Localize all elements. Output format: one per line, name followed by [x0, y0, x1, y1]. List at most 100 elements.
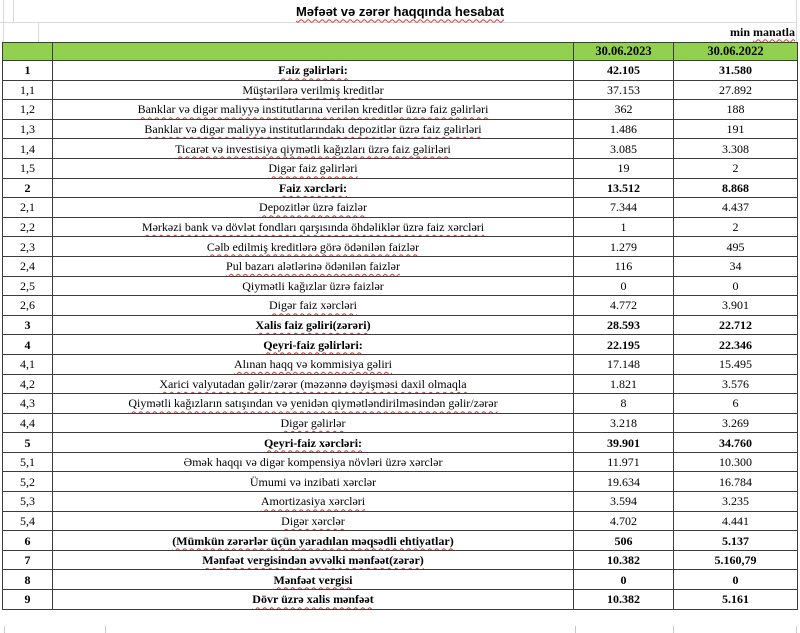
value-2022-cell[interactable]: 3.901 — [673, 295, 798, 316]
row-label-cell[interactable]: Digər xərclər — [52, 510, 574, 532]
header-cell-label[interactable] — [52, 42, 574, 61]
row-number-cell[interactable]: 2,3 — [2, 236, 53, 257]
row-label-cell[interactable]: Mərkəzi bank və dövlət fondları qarşısın… — [52, 216, 574, 238]
row-label-cell[interactable]: Mənfəət vergisindən əvvəlki mənfəət(zərə… — [52, 549, 574, 571]
row-label-cell[interactable]: Əmək haqqı və digər kompensiya növləri ü… — [52, 451, 574, 473]
value-2023-cell[interactable]: 0 — [573, 569, 674, 591]
row-number-cell[interactable]: 2,1 — [2, 197, 53, 218]
value-2023-cell[interactable]: 22.195 — [573, 334, 674, 355]
value-2022-cell[interactable]: 22.346 — [673, 334, 798, 355]
header-cell-date-2023[interactable]: 30.06.2023 — [573, 42, 674, 61]
row-label-cell[interactable]: Dövr üzrə xalis mənfəət — [52, 589, 574, 610]
row-label-cell[interactable]: Digər faiz gəlirləri — [52, 157, 574, 179]
row-label-cell[interactable]: Digər faiz xərcləri — [52, 295, 574, 316]
row-number-cell[interactable]: 5,2 — [2, 471, 53, 493]
row-label-cell[interactable]: Banklar və digər maliyyə institutlarında… — [52, 118, 574, 140]
row-number-cell[interactable]: 1,4 — [2, 138, 53, 159]
value-2023-cell[interactable]: 116 — [573, 255, 674, 277]
row-label-cell[interactable]: Faiz gəlirləri: — [52, 60, 574, 81]
row-number-cell[interactable]: 8 — [2, 569, 53, 591]
row-label-cell[interactable]: Mənfəət vergisi — [52, 569, 574, 591]
row-number-cell[interactable]: 1 — [2, 60, 53, 81]
row-number-cell[interactable]: 2,6 — [2, 295, 53, 316]
value-2022-cell[interactable]: 2 — [673, 157, 798, 179]
row-number-cell[interactable]: 5 — [2, 432, 53, 453]
row-label-cell[interactable]: Ticarət və investisiya qiymətli kağızlar… — [52, 138, 574, 159]
value-2022-cell[interactable]: 31.580 — [673, 60, 798, 81]
value-2023-cell[interactable]: 1 — [573, 216, 674, 238]
row-label-cell[interactable]: Amortizasiya xərcləri — [52, 491, 574, 512]
value-2023-cell[interactable]: 37.153 — [573, 79, 674, 101]
row-number-cell[interactable]: 4,1 — [2, 353, 53, 375]
value-2023-cell[interactable]: 8 — [573, 393, 674, 414]
row-number-cell[interactable]: 5,1 — [2, 451, 53, 473]
value-2022-cell[interactable]: 5.161 — [673, 589, 798, 610]
value-2022-cell[interactable]: 22.712 — [673, 314, 798, 336]
row-number-cell[interactable]: 2,2 — [2, 216, 53, 238]
row-label-cell[interactable]: Qeyri-faiz xərcləri: — [52, 432, 574, 453]
value-2023-cell[interactable]: 4.772 — [573, 295, 674, 316]
row-label-cell[interactable]: (Mümkün zərərlər üçün yaradılan məqsədli… — [52, 530, 574, 551]
row-number-cell[interactable]: 9 — [2, 589, 53, 610]
value-2023-cell[interactable]: 0 — [573, 275, 674, 297]
value-2022-cell[interactable]: 3.308 — [673, 138, 798, 159]
row-label-cell[interactable]: Faiz xərcləri: — [52, 177, 574, 199]
row-label-cell[interactable]: Xarici valyutadan gəlir/zərər (məzənnə d… — [52, 373, 574, 395]
row-number-cell[interactable]: 2,5 — [2, 275, 53, 297]
row-label-cell[interactable]: Cəlb edilmiş kreditlərə görə ödənilən fa… — [52, 236, 574, 257]
row-label-cell[interactable]: Xalis faiz gəliri(zərəri) — [52, 314, 574, 336]
value-2022-cell[interactable]: 34.760 — [673, 432, 798, 453]
row-label-cell[interactable]: Digər gəlirlər — [52, 412, 574, 434]
value-2023-cell[interactable]: 506 — [573, 530, 674, 551]
value-2023-cell[interactable]: 3.218 — [573, 412, 674, 434]
value-2022-cell[interactable]: 3.269 — [673, 412, 798, 434]
value-2022-cell[interactable]: 5.160,79 — [673, 549, 798, 571]
row-number-cell[interactable]: 4,2 — [2, 373, 53, 395]
row-label-cell[interactable]: Alınan haqq və kommisiya gəliri — [52, 353, 574, 375]
row-number-cell[interactable]: 6 — [2, 530, 53, 551]
value-2023-cell[interactable]: 39.901 — [573, 432, 674, 453]
row-number-cell[interactable]: 1,1 — [2, 79, 53, 101]
row-number-cell[interactable]: 7 — [2, 549, 53, 571]
value-2022-cell[interactable]: 4.441 — [673, 510, 798, 532]
value-2023-cell[interactable]: 3.085 — [573, 138, 674, 159]
value-2023-cell[interactable]: 42.105 — [573, 60, 674, 81]
row-label-cell[interactable]: Müştərilərə verilmiş kreditlər — [52, 79, 574, 101]
header-cell-date-2022[interactable]: 30.06.2022 — [673, 42, 798, 61]
row-label-cell[interactable]: Pul bazarı alətlərinə ödənilən faizlər — [52, 255, 574, 277]
value-2023-cell[interactable]: 13.512 — [573, 177, 674, 199]
value-2023-cell[interactable]: 7.344 — [573, 197, 674, 218]
value-2022-cell[interactable]: 2 — [673, 216, 798, 238]
row-number-cell[interactable]: 4 — [2, 334, 53, 355]
value-2023-cell[interactable]: 11.971 — [573, 451, 674, 473]
value-2023-cell[interactable]: 4.702 — [573, 510, 674, 532]
row-number-cell[interactable]: 4,4 — [2, 412, 53, 434]
row-number-cell[interactable]: 1,5 — [2, 157, 53, 179]
row-label-cell[interactable]: Banklar və digər maliyyə institutlarına … — [52, 99, 574, 120]
value-2022-cell[interactable]: 10.300 — [673, 451, 798, 473]
value-2023-cell[interactable]: 19 — [573, 157, 674, 179]
row-label-cell[interactable]: Qeyri-faiz gəlirləri: — [52, 334, 574, 355]
value-2022-cell[interactable]: 6 — [673, 393, 798, 414]
row-number-cell[interactable]: 5,4 — [2, 510, 53, 532]
value-2022-cell[interactable]: 3.235 — [673, 491, 798, 512]
value-2022-cell[interactable]: 27.892 — [673, 79, 798, 101]
row-number-cell[interactable]: 2,4 — [2, 255, 53, 277]
value-2022-cell[interactable]: 191 — [673, 118, 798, 140]
row-number-cell[interactable]: 5,3 — [2, 491, 53, 512]
value-2022-cell[interactable]: 8.868 — [673, 177, 798, 199]
value-2022-cell[interactable]: 5.137 — [673, 530, 798, 551]
value-2022-cell[interactable]: 0 — [673, 275, 798, 297]
value-2022-cell[interactable]: 4.437 — [673, 197, 798, 218]
row-label-cell[interactable]: Depozitlər üzrə faizlər — [52, 197, 574, 218]
value-2022-cell[interactable]: 188 — [673, 99, 798, 120]
row-number-cell[interactable]: 2 — [2, 177, 53, 199]
row-number-cell[interactable]: 3 — [2, 314, 53, 336]
value-2023-cell[interactable]: 1.279 — [573, 236, 674, 257]
value-2022-cell[interactable]: 15.495 — [673, 353, 798, 375]
value-2023-cell[interactable]: 10.382 — [573, 589, 674, 610]
value-2023-cell[interactable]: 28.593 — [573, 314, 674, 336]
header-cell-number[interactable] — [2, 42, 53, 61]
value-2022-cell[interactable]: 16.784 — [673, 471, 798, 493]
row-number-cell[interactable]: 1,2 — [2, 99, 53, 120]
